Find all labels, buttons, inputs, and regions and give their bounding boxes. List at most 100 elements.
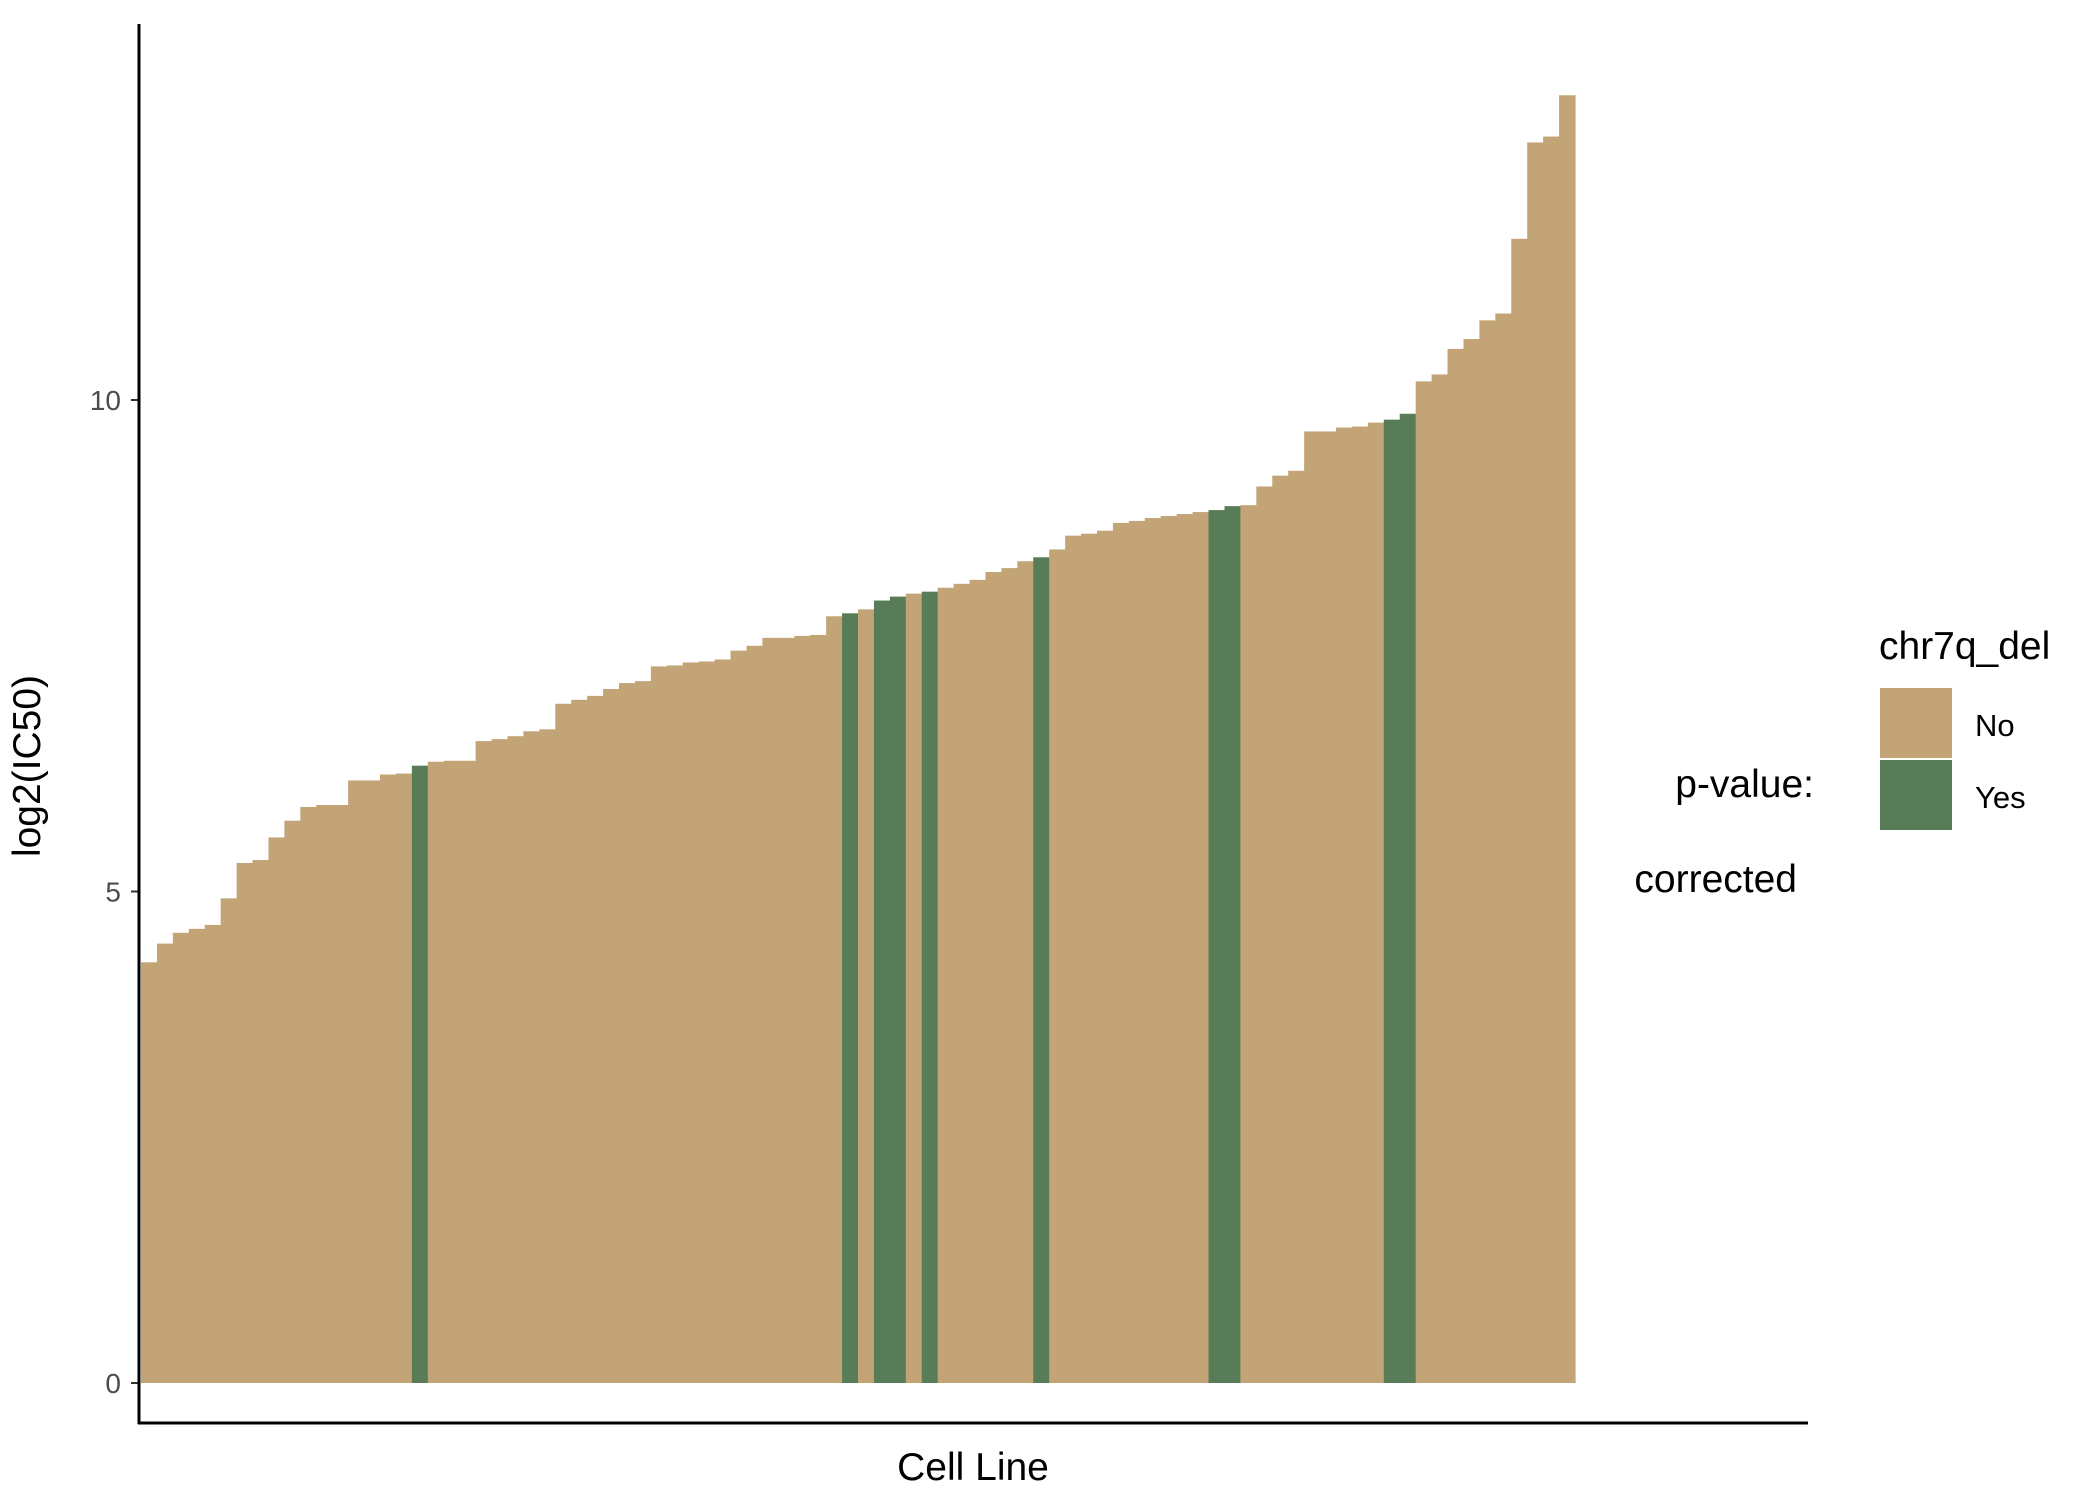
bar-8 (252, 860, 270, 1383)
bar-74 (1304, 431, 1321, 1384)
bars-group (141, 95, 1576, 1384)
bar-33 (650, 666, 668, 1383)
bar-38 (730, 650, 748, 1383)
bar-58 (1049, 549, 1066, 1383)
legend-label-no: No (1975, 708, 2015, 743)
bar-75 (1320, 431, 1337, 1384)
bar-9 (268, 837, 285, 1383)
annotation-corrected: corrected (1634, 858, 1797, 901)
bar-70 (1240, 505, 1257, 1383)
bar-76 (1336, 427, 1353, 1383)
bar-59 (1065, 535, 1082, 1383)
bar-89 (1543, 136, 1560, 1383)
bar-53 (969, 579, 987, 1383)
bar-77 (1351, 426, 1369, 1383)
bar-20 (443, 760, 461, 1383)
bar-22 (475, 741, 493, 1383)
bar-61 (1097, 530, 1114, 1383)
bar-5 (204, 924, 222, 1383)
bar-31 (619, 683, 636, 1383)
bar-60 (1081, 533, 1098, 1383)
bar-25 (523, 731, 540, 1383)
bar-50 (921, 591, 939, 1383)
bar-17 (395, 773, 413, 1383)
y-tick-label: 0 (105, 1368, 121, 1399)
bar-51 (937, 587, 955, 1383)
bar-3 (172, 932, 190, 1383)
bar-2 (156, 943, 174, 1383)
bar-46 (858, 609, 875, 1383)
bar-56 (1017, 561, 1034, 1383)
bar-78 (1367, 422, 1385, 1383)
bar-43 (810, 634, 827, 1383)
bar-88 (1527, 142, 1544, 1384)
bar-49 (905, 593, 923, 1383)
bar-57 (1033, 557, 1050, 1383)
bar-23 (491, 739, 509, 1383)
bar-71 (1256, 486, 1273, 1383)
annotation-p-value: p-value: (1675, 763, 1814, 806)
bar-40 (762, 637, 779, 1383)
bar-79 (1383, 419, 1401, 1383)
bar-68 (1208, 510, 1226, 1384)
bar-10 (284, 820, 301, 1383)
bar-87 (1511, 238, 1528, 1383)
bar-52 (953, 583, 971, 1383)
bar-69 (1224, 506, 1241, 1383)
bar-54 (985, 572, 1002, 1383)
legend-key-yes (1880, 760, 1952, 830)
bar-11 (300, 806, 317, 1383)
bar-82 (1431, 374, 1449, 1383)
bar-64 (1144, 517, 1162, 1383)
bar-4 (188, 928, 206, 1383)
bar-62 (1112, 522, 1130, 1384)
bar-13 (332, 805, 349, 1383)
bar-90 (1559, 95, 1576, 1383)
bar-41 (778, 637, 795, 1383)
bar-66 (1176, 514, 1194, 1383)
bar-12 (316, 805, 333, 1383)
bar-37 (714, 659, 732, 1383)
bar-26 (539, 729, 556, 1383)
bar-7 (236, 862, 254, 1383)
bar-81 (1415, 381, 1433, 1383)
bar-35 (682, 662, 700, 1383)
bar-34 (666, 665, 684, 1383)
bar-48 (889, 596, 907, 1383)
bar-36 (698, 661, 716, 1383)
bar-45 (842, 613, 859, 1383)
y-tick-label: 10 (90, 385, 121, 416)
bar-15 (364, 780, 381, 1383)
y-tick-label: 5 (105, 877, 121, 908)
bar-55 (1001, 568, 1018, 1383)
bar-16 (380, 774, 397, 1383)
legend-key-no (1880, 688, 1952, 758)
bar-67 (1192, 512, 1210, 1383)
bar-65 (1160, 515, 1178, 1383)
bar-30 (603, 689, 620, 1383)
bar-24 (507, 736, 524, 1383)
bar-72 (1272, 475, 1289, 1383)
bar-14 (348, 780, 365, 1383)
bar-42 (794, 635, 811, 1383)
bar-84 (1463, 339, 1480, 1383)
legend-label-yes: Yes (1975, 780, 2026, 815)
bar-83 (1447, 348, 1465, 1383)
bar-18 (411, 765, 429, 1383)
bar-44 (826, 616, 843, 1383)
bar-21 (459, 760, 477, 1383)
bar-32 (634, 681, 652, 1383)
bar-73 (1288, 470, 1305, 1383)
bar-6 (220, 898, 238, 1383)
legend-title: chr7q_del (1879, 625, 2050, 668)
bar-29 (587, 695, 604, 1383)
x-axis-title: Cell Line (897, 1446, 1049, 1489)
bar-28 (571, 699, 588, 1383)
bar-27 (555, 703, 572, 1383)
bar-19 (427, 761, 445, 1383)
bar-85 (1479, 320, 1496, 1383)
bar-80 (1399, 413, 1417, 1383)
bar-47 (873, 600, 891, 1383)
legend: chr7q_del No Yes (1879, 625, 2050, 830)
